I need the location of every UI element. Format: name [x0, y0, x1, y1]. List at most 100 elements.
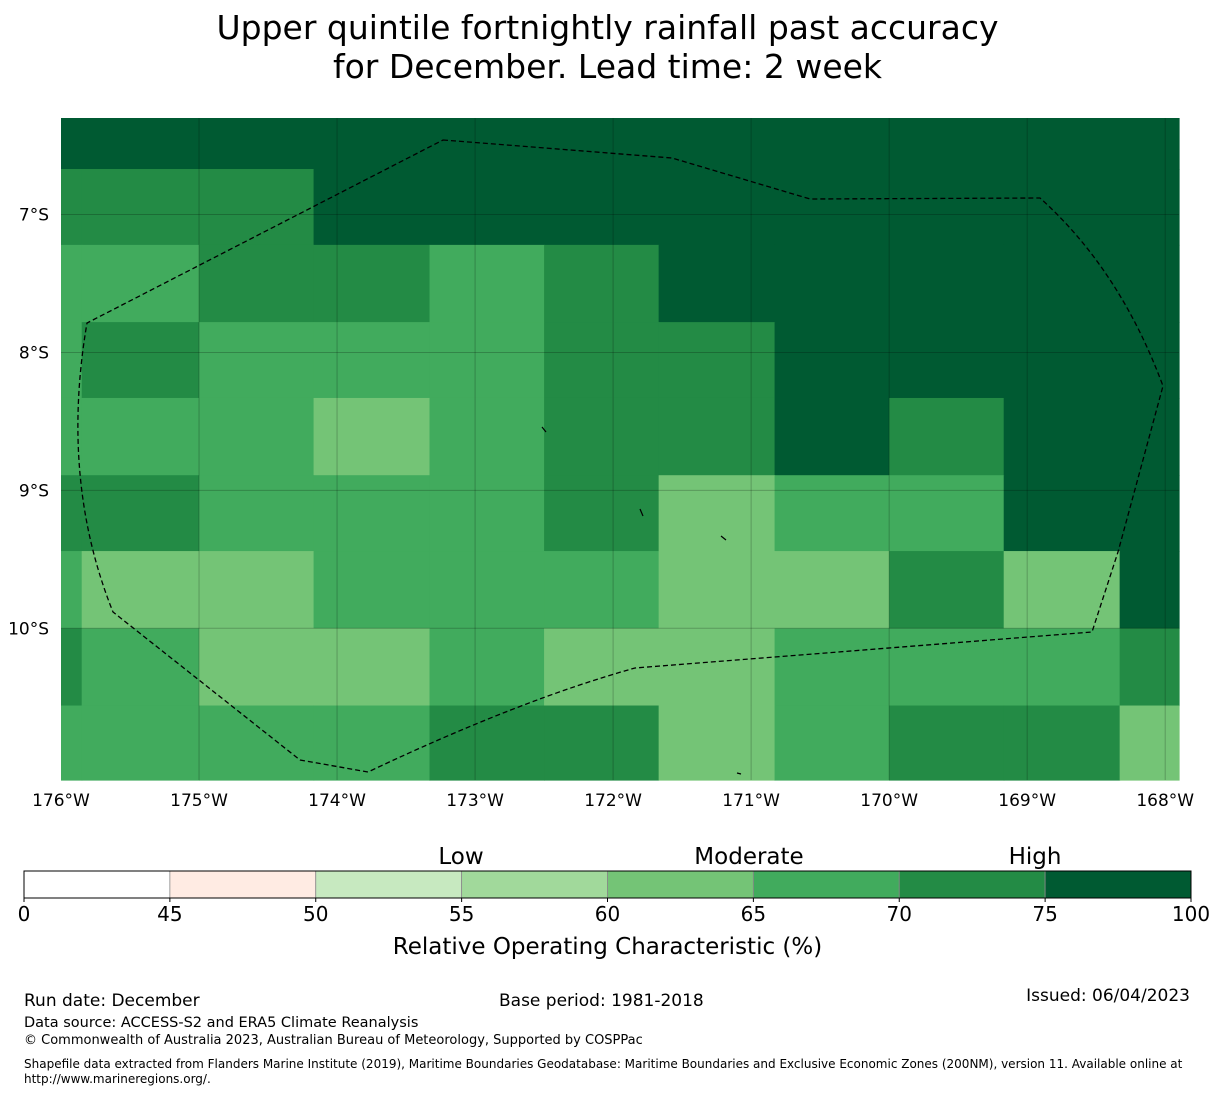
heatmap-cell: [1119, 244, 1180, 323]
heatmap-cell: [313, 705, 431, 781]
heatmap-cell: [61, 244, 83, 323]
heatmap-cell: [1119, 169, 1180, 246]
colorbar-segment: [898, 870, 1046, 899]
heatmap-cell: [658, 705, 776, 781]
heatmap-cell: [81, 475, 200, 552]
colorbar-category-label: Low: [438, 844, 483, 870]
map-gridlines: [61, 118, 1179, 780]
island-mark: [736, 772, 742, 775]
heatmap-cell: [199, 475, 315, 552]
heatmap-cell: [544, 705, 660, 781]
colorbar-category-label: Moderate: [694, 844, 803, 870]
heatmap-cell: [658, 322, 776, 399]
heatmap-cell: [61, 169, 83, 246]
heatmap-cell: [1003, 628, 1121, 707]
heatmap-cell: [61, 322, 83, 399]
heatmap-cell: [81, 322, 200, 399]
heatmap-cell: [1119, 551, 1180, 629]
heatmap-cell: [61, 628, 83, 707]
heatmap-cell: [429, 628, 545, 707]
heatmap-cell: [61, 118, 83, 170]
heatmap-cell: [1119, 322, 1180, 399]
heatmap-cell: [81, 169, 200, 246]
heatmap-cell: [199, 551, 315, 629]
heatmap-cell: [313, 475, 431, 552]
colorbar-tick-label: 65: [741, 902, 766, 926]
heatmap-cell: [889, 118, 1005, 170]
heatmap-cell: [889, 475, 1005, 552]
heatmap-cell: [774, 628, 890, 707]
colorbar-segment: [752, 870, 900, 899]
island-mark: [541, 426, 547, 433]
colorbar-segment: [607, 870, 754, 899]
heatmap-cell: [1003, 169, 1121, 246]
heatmap-cell: [774, 118, 890, 170]
y-tick-label: 7°S: [19, 206, 49, 226]
colorbar-tick-label: 55: [449, 902, 474, 926]
heatmap-cell: [889, 628, 1005, 707]
heatmap-cell: [889, 551, 1005, 629]
colorbar-tick-label: 75: [1032, 902, 1057, 926]
heatmap-cell: [313, 551, 431, 629]
x-tick-label: 168°W: [1136, 791, 1194, 811]
heatmap-cell: [429, 169, 545, 246]
heatmap-cell: [429, 397, 545, 476]
heatmap-cell: [658, 244, 776, 323]
eez-boundary-line: [77, 139, 1164, 773]
island-mark: [720, 535, 727, 541]
heatmap-cell: [199, 322, 315, 399]
heatmap-cell: [544, 244, 660, 323]
heatmap-cell: [658, 118, 776, 170]
eez-boundary-layer: [77, 139, 1164, 775]
x-axis-ticks: 176°W 175°W 174°W 173°W 172°W 171°W 170°W 169°W…: [32, 791, 1194, 811]
heatmap-cell: [658, 628, 776, 707]
heatmap-cell: [1003, 244, 1121, 323]
heatmap-cell: [199, 118, 315, 170]
heatmap-cell: [774, 244, 890, 323]
heatmap-cell: [81, 628, 200, 707]
heatmap-cell: [658, 169, 776, 246]
heatmap-cell: [544, 169, 660, 246]
heatmap-cell: [774, 397, 890, 476]
heatmap-cell: [81, 397, 200, 476]
heatmap-cell: [81, 705, 200, 781]
colorbar-tick-label: 50: [303, 902, 328, 926]
x-tick-label: 170°W: [860, 791, 918, 811]
heatmap-cell: [199, 397, 315, 476]
heatmap-cell: [1003, 397, 1121, 476]
heatmap-cell: [889, 169, 1005, 246]
colorbar-segment: [1044, 870, 1192, 899]
heatmap-cell: [658, 397, 776, 476]
colorbar-segment: [169, 870, 317, 899]
heatmap-cell: [313, 118, 431, 170]
heatmap-cell: [81, 244, 200, 323]
heatmap-cell: [774, 322, 890, 399]
heatmap-cell: [429, 551, 545, 629]
heatmap-cell: [199, 244, 315, 323]
shapefile-credit-line-1: Shapefile data extracted from Flanders M…: [24, 1057, 1183, 1071]
heatmap-cell: [313, 169, 431, 246]
heatmap-cell: [544, 475, 660, 552]
heatmap-cell: [774, 475, 890, 552]
colorbar-tick-label: 70: [887, 902, 912, 926]
heatmap-cell: [1003, 322, 1121, 399]
x-tick-label: 174°W: [308, 791, 366, 811]
heatmap-cell: [658, 551, 776, 629]
heatmap-cell: [61, 705, 83, 781]
heatmap-cell: [61, 397, 83, 476]
heatmap-cell: [199, 169, 315, 246]
heatmap-cell: [774, 705, 890, 781]
heatmap-cell: [544, 551, 660, 629]
heatmap-cell: [889, 244, 1005, 323]
colorbar: 0 45 50 55 60 65 70 75 100 Low Moderate High Relativ…: [18, 844, 1210, 960]
heatmap-cell: [889, 322, 1005, 399]
y-axis-ticks: 7°S 8°S 9°S 10°S: [8, 206, 49, 640]
colorbar-category-label: High: [1009, 844, 1062, 870]
y-tick-label: 9°S: [19, 481, 49, 501]
heatmap-cell: [544, 322, 660, 399]
x-tick-label: 176°W: [32, 791, 90, 811]
heatmap-cell: [199, 705, 315, 781]
heatmap-cell: [544, 118, 660, 170]
colorbar-segment: [461, 870, 608, 899]
